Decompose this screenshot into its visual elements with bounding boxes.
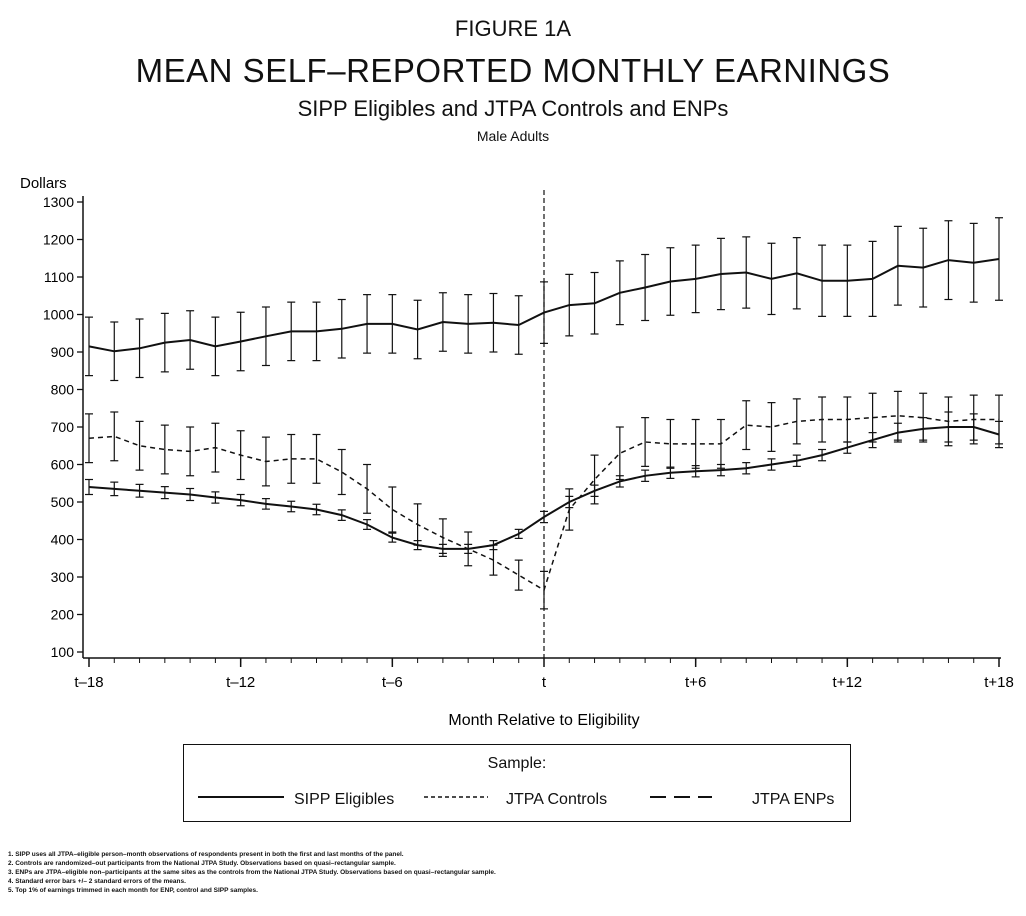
y-tick-label: 800 <box>51 382 75 398</box>
y-tick-label: 1000 <box>43 307 74 323</box>
legend-swatch-sipp <box>198 796 284 798</box>
x-tick-label: t+6 <box>685 674 706 691</box>
x-tick-label: t–18 <box>74 674 103 691</box>
x-tick-label: t+12 <box>833 674 863 691</box>
series-jtpa-controls <box>85 390 1003 610</box>
legend: Sample: SIPP Eligibles JTPA Controls JTP… <box>183 744 851 822</box>
y-tick-label: 300 <box>51 569 75 585</box>
y-tick-label: 400 <box>51 532 75 548</box>
y-axis-label: Dollars <box>20 175 67 192</box>
legend-title: Sample: <box>487 755 547 772</box>
footnote: 4. Standard error bars +/– 2 standard er… <box>8 878 186 885</box>
y-tick-label: 700 <box>51 419 75 435</box>
x-axis-label: Month Relative to Eligibility <box>448 712 639 729</box>
y-tick-label: 1200 <box>43 232 74 248</box>
footnote: 2. Controls are randomized–out participa… <box>8 860 396 867</box>
chart-title: MEAN SELF–REPORTED MONTHLY EARNINGS <box>135 52 891 89</box>
footnote: 1. SIPP uses all JTPA–eligible person–mo… <box>8 851 404 858</box>
y-tick-label: 1300 <box>43 194 74 210</box>
chart-axes <box>82 196 1001 659</box>
y-tick-label: 600 <box>51 457 75 473</box>
footnote: 5. Top 1% of earnings trimmed in each mo… <box>8 887 258 894</box>
legend-label-controls: JTPA Controls <box>506 791 608 808</box>
y-tick-label: 200 <box>51 607 75 623</box>
series-line <box>88 415 999 592</box>
x-tick-label: t–12 <box>226 674 255 691</box>
y-tick-label: 500 <box>51 494 75 510</box>
x-tick-label: t–6 <box>382 674 403 691</box>
legend-label-sipp: SIPP Eligibles <box>294 791 395 808</box>
legend-swatch-controls <box>424 796 488 798</box>
y-tick-label: 900 <box>51 344 75 360</box>
legend-swatch-enps <box>650 796 712 798</box>
chart-subtitle: SIPP Eligibles and JTPA Controls and ENP… <box>297 96 729 121</box>
figure-label: FIGURE 1A <box>454 16 572 41</box>
y-tick-label: 1100 <box>44 269 74 285</box>
series-layer <box>85 190 1003 658</box>
series-jtpa-enps <box>85 217 1003 382</box>
x-tick-label: t <box>542 674 547 691</box>
series-line <box>88 426 1000 550</box>
series-line <box>88 258 1000 353</box>
axis-ticks: 100 200 300 400 500 600 700 800 900 1000 1100 1200 1… <box>43 194 1014 691</box>
y-tick-label: 100 <box>51 644 75 660</box>
footnotes: 1. SIPP uses all JTPA–eligible person–mo… <box>8 850 496 895</box>
footnote: 3. ENPs are JTPA–eligible non–participan… <box>8 869 496 876</box>
legend-label-enps: JTPA ENPs <box>752 791 835 808</box>
x-tick-label: t+18 <box>984 674 1014 691</box>
chart-subsubtitle: Male Adults <box>476 128 550 144</box>
